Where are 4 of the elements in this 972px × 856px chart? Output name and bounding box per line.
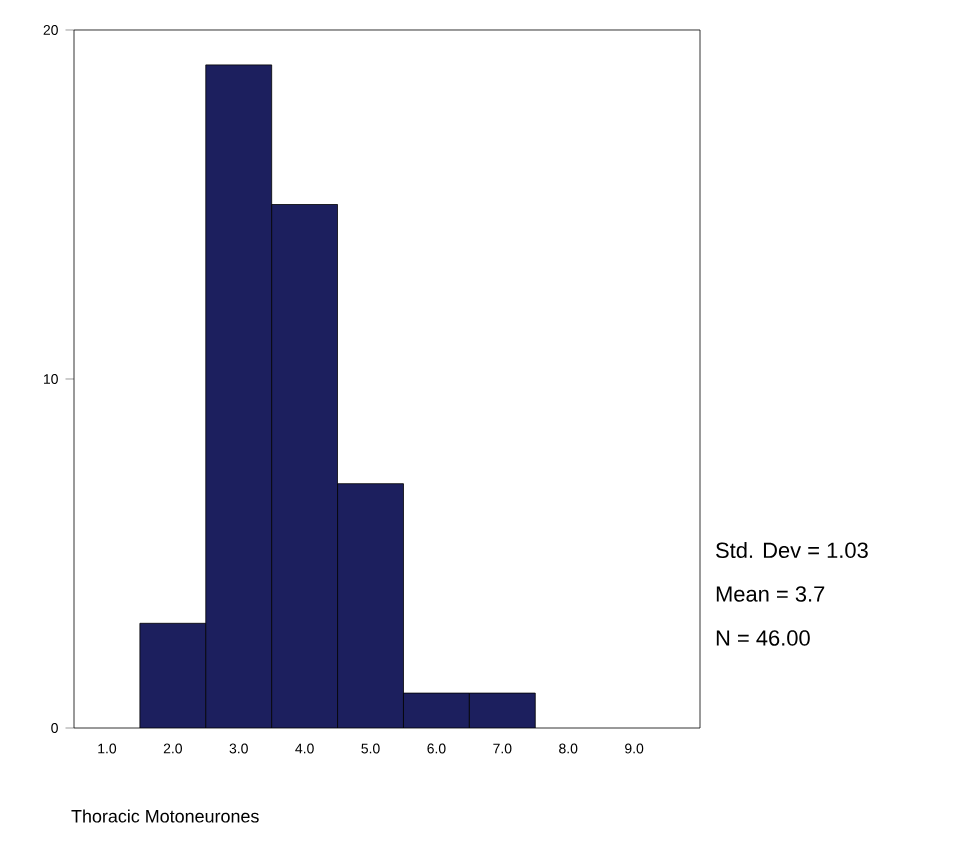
text: N = 46.00 [716,630,810,646]
text: Mean = 3.7 [716,586,825,602]
x-axis-title: Thoracic Motoneurones [71,809,259,823]
text: Std. Dev = 1.03 [716,541,868,559]
